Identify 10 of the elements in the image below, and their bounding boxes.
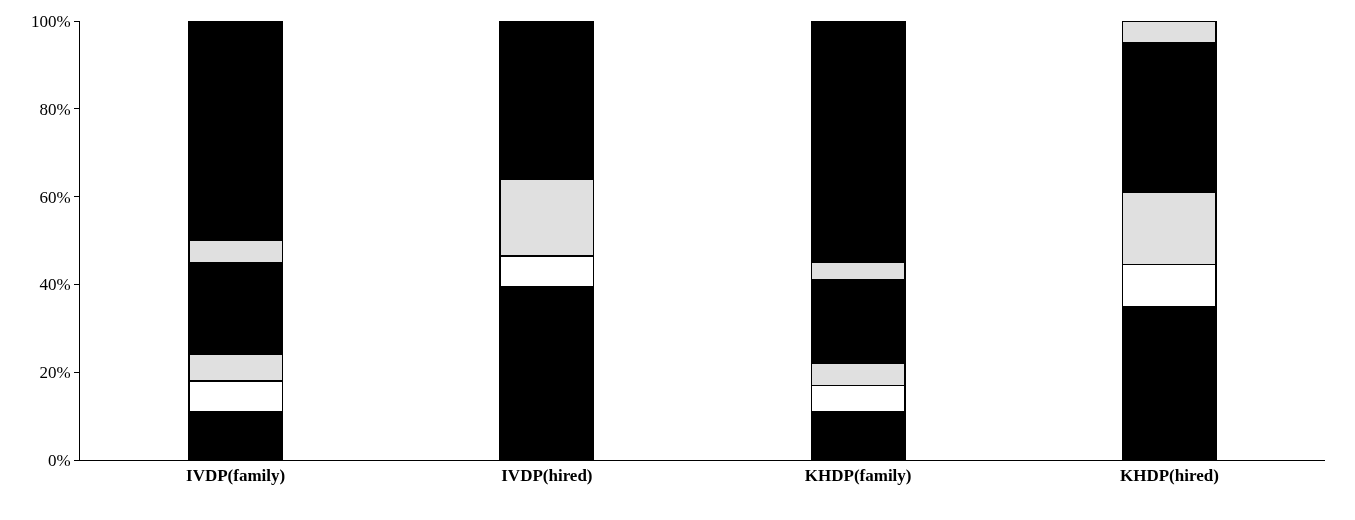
x-tick-label: KHDP(hired) <box>1119 466 1219 486</box>
x-tick-label: IVDP(family) <box>186 466 286 486</box>
x-tick-label: IVDP(hired) <box>501 466 593 486</box>
x-tick-label: KHDP(family) <box>804 466 912 486</box>
y-tick-label: 20% <box>39 363 71 383</box>
y-tick-label: 0% <box>47 450 71 470</box>
y-tick-label: 60% <box>39 187 71 207</box>
y-tick-label: 100% <box>30 11 71 31</box>
y-tick-label: 40% <box>39 275 71 295</box>
y-tick-label: 80% <box>39 99 71 119</box>
